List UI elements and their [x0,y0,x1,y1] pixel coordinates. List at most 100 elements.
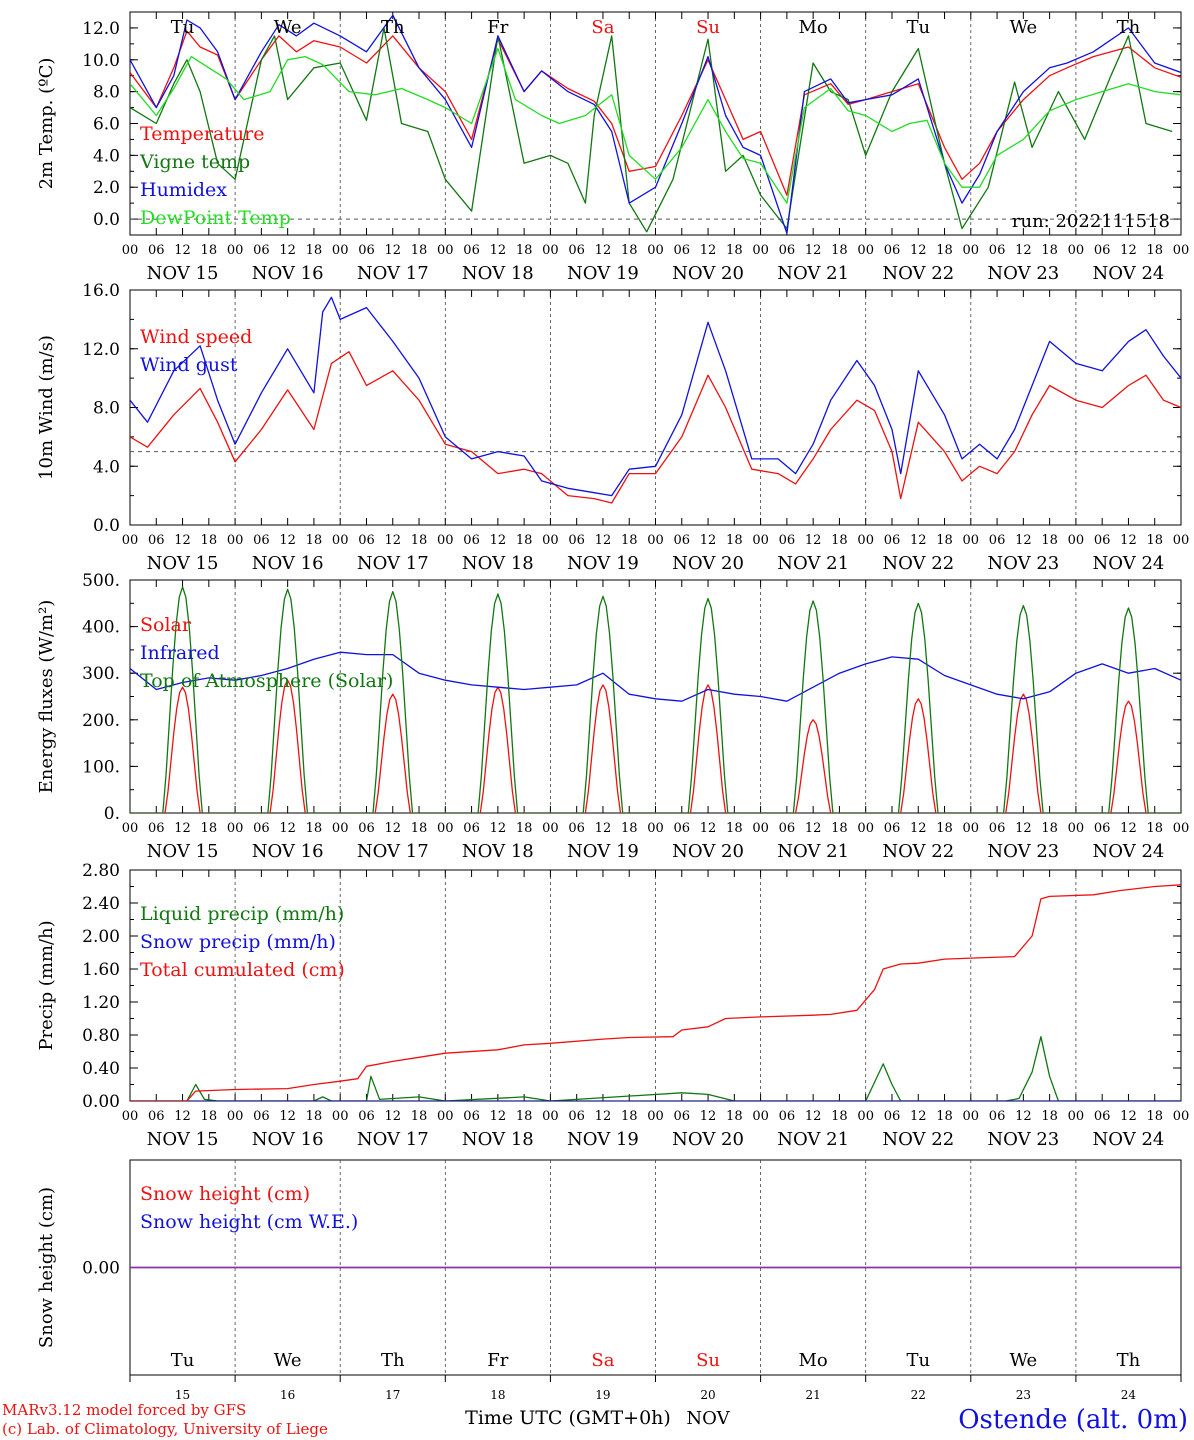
legend-entry: DewPoint Temp [140,207,291,229]
hour-tick-label: 00 [227,1109,244,1124]
weekday-label: Mo [799,1350,828,1371]
date-label: NOV 21 [777,553,849,574]
hour-tick-label: 06 [463,243,480,258]
hour-tick-label: 18 [831,533,848,548]
hour-tick-label: 06 [1094,533,1111,548]
weekday-label: Fr [487,1350,508,1371]
date-label: NOV 16 [252,841,324,862]
hour-tick-label: 06 [884,1109,901,1124]
hour-tick-label: 00 [1068,533,1085,548]
y-tick-label: 1.20 [82,993,120,1013]
legend-entry: Liquid precip (mm/h) [140,903,344,925]
hour-tick-label: 12 [910,821,927,836]
hour-tick-label: 06 [1094,243,1111,258]
hour-tick-label: 06 [884,533,901,548]
date-label: NOV 17 [357,263,429,284]
y-tick-label: 0. [104,804,120,824]
hour-tick-label: 12 [1015,533,1032,548]
day-number: 22 [911,1388,926,1402]
hour-tick-label: 06 [358,821,375,836]
date-label: NOV 18 [462,553,534,574]
hour-tick-label: 00 [542,1109,559,1124]
hour-tick-label: 12 [1120,821,1137,836]
date-label: NOV 15 [147,263,219,284]
hour-tick-label: 00 [227,533,244,548]
hour-tick-label: 00 [542,533,559,548]
hour-tick-label: 06 [358,243,375,258]
date-label: NOV 22 [882,553,954,574]
hour-tick-label: 18 [411,533,428,548]
hour-tick-label: 18 [936,821,953,836]
legend-entry: Top of Atmosphere (Solar) [140,670,393,692]
weekday-label: Th [1117,1350,1141,1371]
series-line-temperature [130,30,1181,196]
hour-tick-label: 00 [437,1109,454,1124]
hour-tick-label: 18 [726,533,743,548]
hour-tick-label: 18 [306,1109,323,1124]
legend-entry: Snow height (cm W.E.) [140,1211,358,1233]
hour-tick-label: 12 [1120,533,1137,548]
hour-tick-label: 18 [621,533,638,548]
weekday-label: Fr [487,17,508,38]
hour-tick-label: 06 [674,821,691,836]
hour-tick-label: 18 [1041,821,1058,836]
y-tick-label: 400. [82,618,120,638]
series-line-total-cumulated-cm- [130,884,1181,1101]
hour-tick-label: 12 [700,243,717,258]
hour-tick-label: 18 [411,821,428,836]
hour-tick-label: 12 [490,243,507,258]
hour-tick-label: 12 [1015,821,1032,836]
hour-tick-label: 18 [516,533,533,548]
legend-entry: Humidex [140,179,227,201]
hour-tick-label: 06 [148,821,165,836]
hour-tick-label: 00 [857,243,874,258]
day-number: 21 [806,1388,821,1402]
hour-tick-label: 06 [779,821,796,836]
date-label: NOV 17 [357,1129,429,1150]
weekday-label: We [274,1350,302,1371]
weekday-label: Th [1117,17,1141,38]
hour-tick-label: 00 [542,821,559,836]
y-tick-label: 2.40 [82,894,120,914]
panel-frame [129,11,1182,236]
hour-tick-label: 06 [989,243,1006,258]
y-tick-label: 8.0 [93,83,120,103]
series-layer [130,586,1181,813]
hour-tick-label: 06 [989,821,1006,836]
hour-tick-label: 06 [463,533,480,548]
hour-tick-label: 00 [752,821,769,836]
hour-tick-label: 12 [490,1109,507,1124]
hour-tick-label: 18 [621,243,638,258]
hour-tick-label: 06 [253,1109,270,1124]
date-label: NOV 20 [672,263,744,284]
hour-tick-label: 06 [253,533,270,548]
hour-tick-label: 12 [910,533,927,548]
hour-tick-label: 06 [989,533,1006,548]
hour-tick-label: 00 [122,1109,139,1124]
hour-tick-label: 06 [148,533,165,548]
hour-tick-label: 06 [674,533,691,548]
date-label: NOV 24 [1093,263,1165,284]
hour-tick-label: 12 [384,821,401,836]
series-line-solar [130,679,1181,813]
hour-tick-label: 18 [1146,821,1163,836]
hour-tick-label: 18 [936,243,953,258]
hour-tick-label: 12 [279,1109,296,1124]
hour-tick-label: 12 [174,821,191,836]
credit-line-1: MARv3.12 model forced by GFS [2,1401,246,1419]
date-label: NOV 16 [252,1129,324,1150]
date-label: NOV 21 [777,263,849,284]
hour-tick-label: 18 [621,1109,638,1124]
hour-tick-label: 00 [857,1109,874,1124]
hour-tick-label: 00 [647,533,664,548]
legend-entry: Total cumulated (cm) [140,959,345,981]
day-number: 23 [1016,1388,1031,1402]
hour-tick-label: 06 [253,821,270,836]
hour-tick-label: 18 [1041,1109,1058,1124]
hour-tick-label: 00 [752,1109,769,1124]
hour-tick-label: 00 [332,1109,349,1124]
date-label: NOV 16 [252,553,324,574]
y-tick-label: 100. [82,757,120,777]
date-label: NOV 23 [987,263,1059,284]
y-axis-label: 2m Temp. (ºC) [36,58,57,190]
